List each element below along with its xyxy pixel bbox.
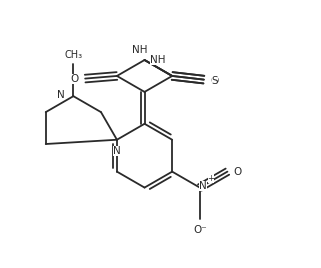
Text: N: N	[57, 90, 65, 100]
Text: N: N	[113, 146, 121, 156]
Text: O: O	[70, 75, 78, 84]
Text: CH₃: CH₃	[64, 50, 82, 60]
Text: NH: NH	[150, 55, 166, 65]
Text: +: +	[207, 173, 214, 183]
Text: O: O	[211, 76, 219, 86]
Text: S: S	[212, 76, 218, 86]
Text: O⁻: O⁻	[193, 225, 207, 235]
Text: N: N	[199, 181, 207, 191]
Text: O: O	[233, 167, 242, 177]
Text: NH: NH	[132, 45, 148, 55]
